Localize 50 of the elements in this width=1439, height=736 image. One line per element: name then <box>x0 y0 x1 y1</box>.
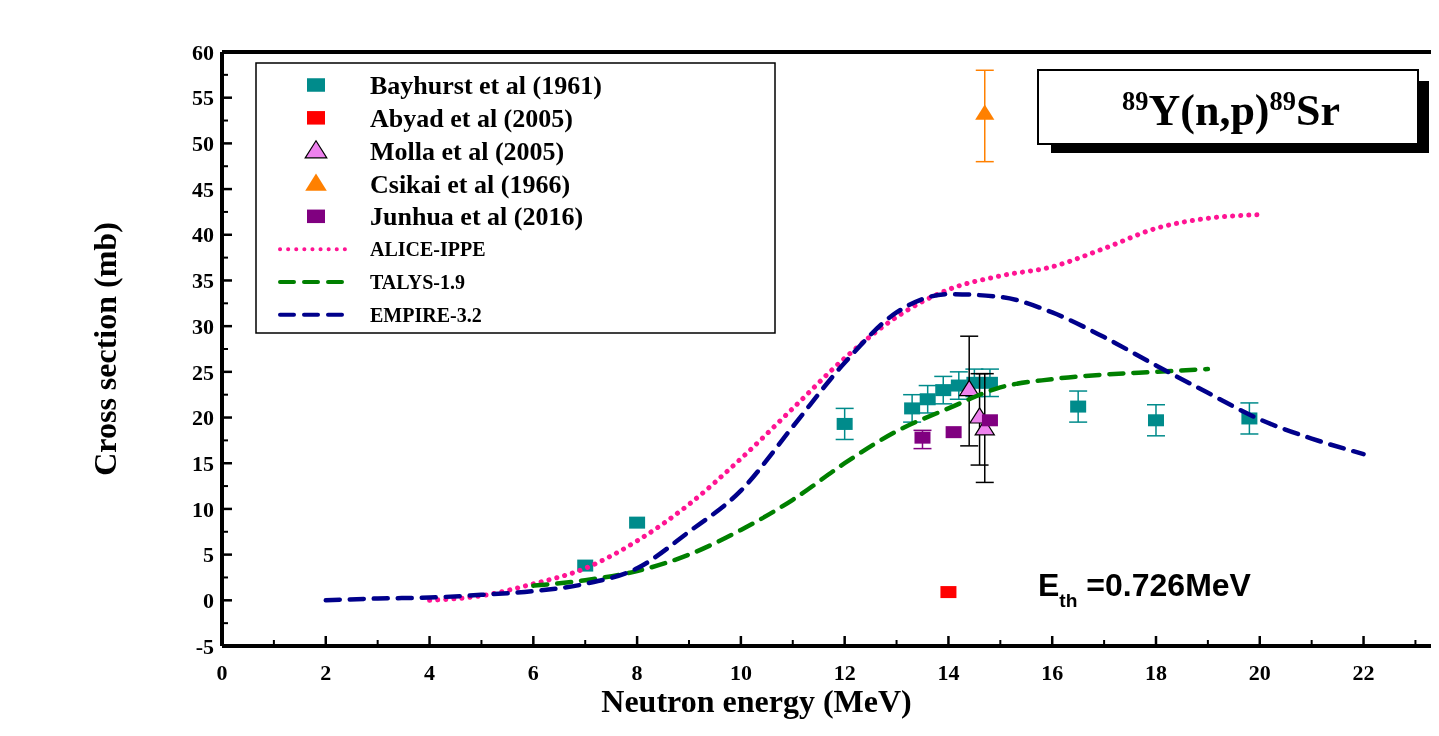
y-tick-label: 0 <box>203 588 214 614</box>
x-tick-label: 6 <box>527 660 539 685</box>
y-tick-label: 25 <box>192 359 214 385</box>
point <box>836 417 853 430</box>
x-tick-label: 14 <box>937 660 960 685</box>
x-tick-label: 18 <box>1144 660 1167 685</box>
point <box>914 431 931 444</box>
point <box>935 384 952 397</box>
y-tick-label: 15 <box>192 450 214 476</box>
y-tick-label: -5 <box>195 633 214 659</box>
x-tick-label: 12 <box>833 660 856 685</box>
x-tick-label: 22 <box>1352 660 1375 685</box>
x-tick-label: 2 <box>320 660 332 685</box>
legend-label: Abyad et al (2005) <box>370 103 573 133</box>
y-tick-label: 10 <box>192 496 214 522</box>
legend-label: ALICE-IPPE <box>370 238 486 261</box>
legend-label: Csikai et al (1966) <box>370 169 571 199</box>
point <box>919 393 936 406</box>
point <box>629 516 646 529</box>
y-tick-label: 45 <box>192 176 214 202</box>
point <box>940 586 957 599</box>
point <box>1147 414 1164 427</box>
legend-label: EMPIRE-3.2 <box>370 303 482 326</box>
y-tick-label: 40 <box>192 222 214 248</box>
y-tick-label: 5 <box>203 542 214 568</box>
legend-label: TALYS-1.9 <box>370 270 466 293</box>
x-tick-label: 16 <box>1041 660 1064 685</box>
legend-label: Molla et al (2005) <box>370 136 565 166</box>
legend-label: Junhua et al (2016) <box>370 202 584 232</box>
y-tick-label: 35 <box>192 268 214 294</box>
annotation: $^{89}$Y(n,p)$^{89}$Sr <box>1122 86 1340 135</box>
y-tick-label: 55 <box>192 85 214 111</box>
point <box>981 414 998 427</box>
y-axis-title: Cross section (mb) <box>87 222 123 476</box>
point <box>1070 400 1087 413</box>
y-tick-label: 50 <box>192 131 214 157</box>
point <box>945 426 962 439</box>
y-tick-label: 60 <box>192 39 214 65</box>
x-tick-label: 8 <box>631 660 643 685</box>
y-tick-label: 20 <box>192 405 214 431</box>
point <box>975 104 995 120</box>
x-tick-label: 20 <box>1248 660 1271 685</box>
point <box>904 402 921 415</box>
annotation: E$_{th}$ =0.726MeV <box>1038 567 1252 611</box>
x-tick-label: 4 <box>424 660 436 685</box>
x-tick-label: 10 <box>729 660 752 685</box>
x-axis-title: Neutron energy (MeV) <box>601 683 912 719</box>
legend-label: Bayhurst et al (1961) <box>370 71 602 101</box>
point <box>958 379 980 397</box>
y-tick-label: 30 <box>192 313 214 339</box>
